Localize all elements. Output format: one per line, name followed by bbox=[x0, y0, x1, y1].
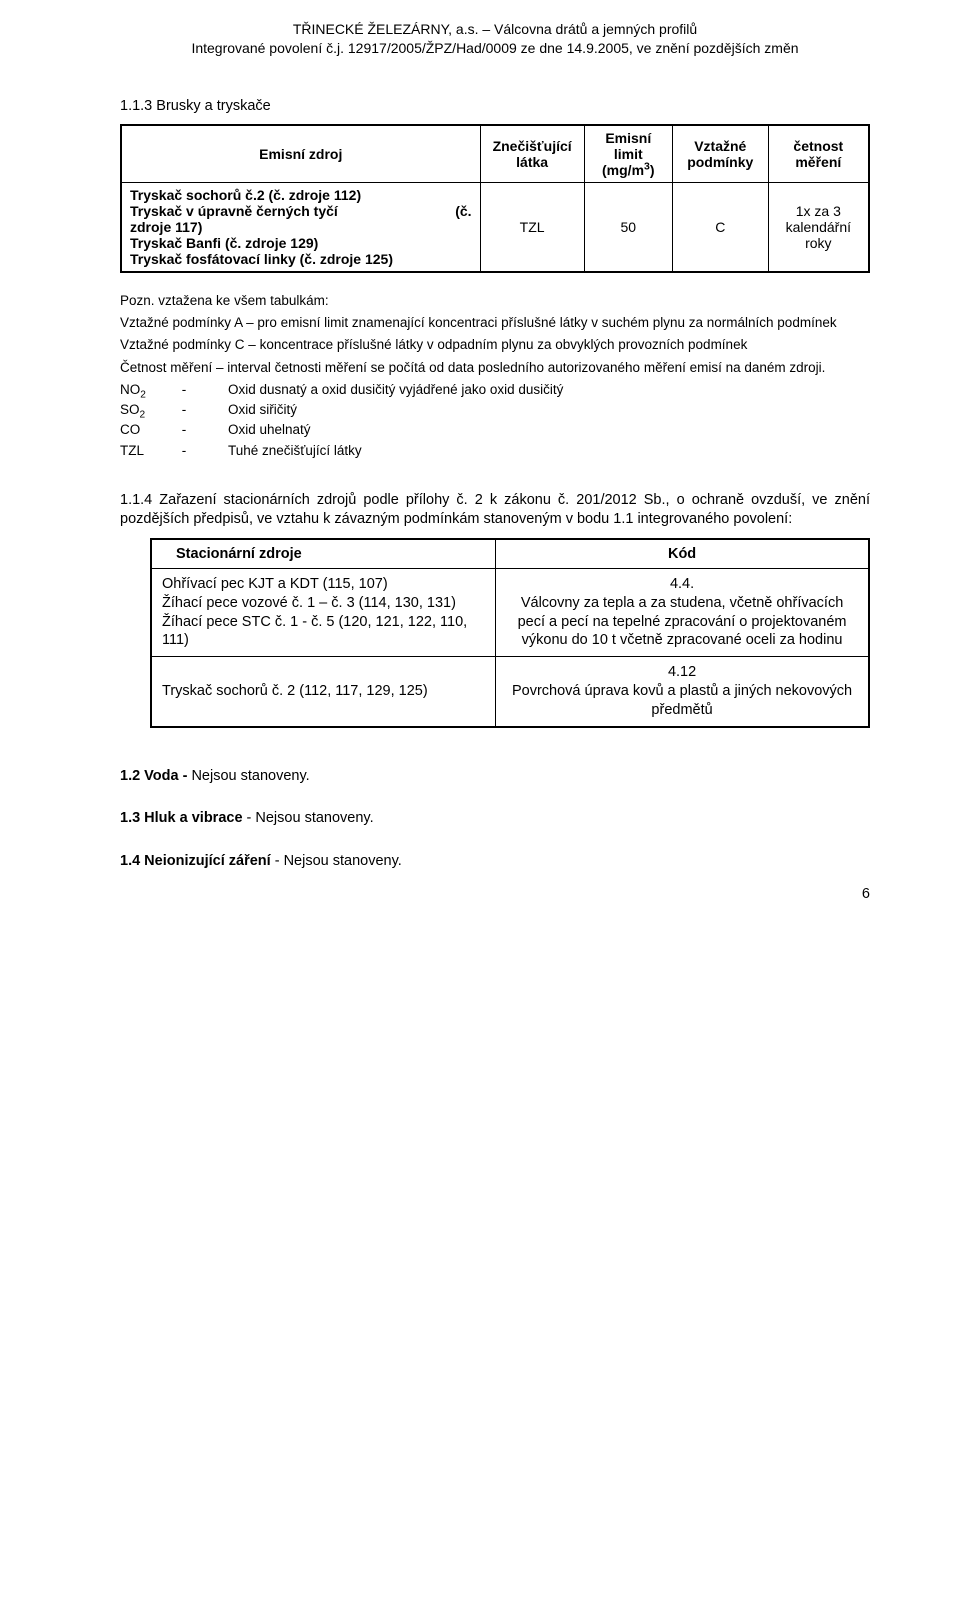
table-row: Tryskač sochorů č. 2 (112, 117, 129, 125… bbox=[151, 657, 869, 727]
abbr-dash: - bbox=[170, 420, 198, 440]
abbr-key: TZL bbox=[120, 441, 170, 461]
abbr-value: Oxid siřičitý bbox=[198, 400, 297, 420]
source-2c: zdroje 117) bbox=[130, 219, 472, 235]
notes-block: Pozn. vztažena ke všem tabulkám: Vztažné… bbox=[120, 291, 870, 461]
th-limit: Emisní limit (mg/m3) bbox=[584, 125, 672, 183]
th2-sources: Stacionární zdroje bbox=[151, 539, 496, 569]
td-code: 4.12 Povrchová úprava kovů a plastů a ji… bbox=[496, 657, 869, 727]
classification-table: Stacionární zdroje Kód Ohřívací pec KJT … bbox=[150, 538, 870, 728]
sec-12: 1.2 Voda - Nejsou stanoveny. bbox=[120, 764, 870, 789]
td-conditions: C bbox=[672, 182, 768, 272]
th-limit-text: Emisní limit (mg/m3) bbox=[602, 130, 655, 178]
th-source: Emisní zdroj bbox=[121, 125, 480, 183]
abbr-value: Oxid dusnatý a oxid dusičitý vyjádřené j… bbox=[198, 380, 563, 400]
notes-a: Vztažné podmínky A – pro emisní limit zn… bbox=[120, 313, 870, 333]
abbr-value: Tuhé znečišťující látky bbox=[198, 441, 362, 461]
source-3: Tryskač Banfi (č. zdroje 129) bbox=[130, 235, 472, 251]
td-pollutant: TZL bbox=[480, 182, 584, 272]
section-113-heading: 1.1.3 Brusky a tryskače bbox=[120, 98, 870, 114]
abbr-dash: - bbox=[170, 400, 198, 420]
abbr-key: CO bbox=[120, 420, 170, 440]
td-sources: Tryskač sochorů č. 2 (112, 117, 129, 125… bbox=[151, 657, 496, 727]
section-114-para: 1.1.4 Zařazení stacionárních zdrojů podl… bbox=[120, 491, 870, 530]
abbr-line: SO2-Oxid siřičitý bbox=[120, 400, 870, 420]
abbr-line: CO-Oxid uhelnatý bbox=[120, 420, 870, 440]
source-4: Tryskač fosfátovací linky (č. zdroje 125… bbox=[130, 251, 472, 267]
source-2a: Tryskač v úpravně černých tyčí bbox=[130, 203, 338, 219]
abbr-key: NO2 bbox=[120, 380, 170, 400]
abbr-dash: - bbox=[170, 441, 198, 461]
abbr-key: SO2 bbox=[120, 400, 170, 420]
td-limit: 50 bbox=[584, 182, 672, 272]
abbr-line: NO2-Oxid dusnatý a oxid dusičitý vyjádře… bbox=[120, 380, 870, 400]
th-conditions: Vztažné podmínky bbox=[672, 125, 768, 183]
th-frequency: četnost měření bbox=[768, 125, 869, 183]
td-frequency: 1x za 3 kalendářní roky bbox=[768, 182, 869, 272]
th-pollutant: Znečišťující látka bbox=[480, 125, 584, 183]
header-line-2: Integrované povolení č.j. 12917/2005/ŽPZ… bbox=[120, 39, 870, 58]
td-sources: Ohřívací pec KJT a KDT (115, 107) Žíhací… bbox=[151, 568, 496, 656]
table-row: Ohřívací pec KJT a KDT (115, 107) Žíhací… bbox=[151, 568, 869, 656]
notes-cetnost: Četnost měření – interval četnosti měřen… bbox=[120, 358, 870, 378]
source-1: Tryskač sochorů č.2 (č. zdroje 112) bbox=[130, 187, 472, 203]
sec-14: 1.4 Neionizující záření - Nejsou stanove… bbox=[120, 849, 870, 874]
td-sources: Tryskač sochorů č.2 (č. zdroje 112) Trys… bbox=[121, 182, 480, 272]
notes-c: Vztažné podmínky C – koncentrace přísluš… bbox=[120, 335, 870, 355]
sec-13: 1.3 Hluk a vibrace - Nejsou stanoveny. bbox=[120, 806, 870, 831]
abbr-dash: - bbox=[170, 380, 198, 400]
abbr-line: TZL-Tuhé znečišťující látky bbox=[120, 441, 870, 461]
page-header: TŘINECKÉ ŽELEZÁRNY, a.s. – Válcovna drát… bbox=[120, 20, 870, 58]
header-line-1: TŘINECKÉ ŽELEZÁRNY, a.s. – Válcovna drát… bbox=[120, 20, 870, 39]
td-code: 4.4. Válcovny za tepla a za studena, vče… bbox=[496, 568, 869, 656]
notes-intro: Pozn. vztažena ke všem tabulkám: bbox=[120, 291, 870, 311]
source-2b: (č. bbox=[455, 203, 471, 219]
later-sections: 1.2 Voda - Nejsou stanoveny. 1.3 Hluk a … bbox=[120, 764, 870, 874]
abbr-value: Oxid uhelnatý bbox=[198, 420, 311, 440]
emissions-table: Emisní zdroj Znečišťující látka Emisní l… bbox=[120, 124, 870, 273]
th2-code: Kód bbox=[496, 539, 869, 569]
page-number: 6 bbox=[862, 886, 870, 902]
